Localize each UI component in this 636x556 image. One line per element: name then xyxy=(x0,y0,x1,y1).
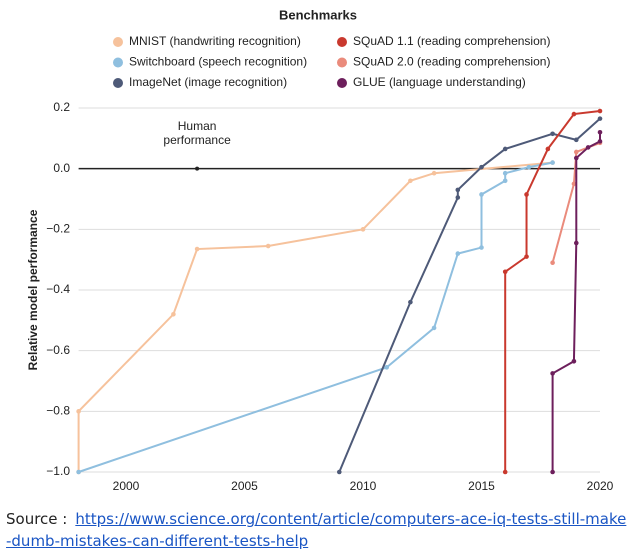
data-point xyxy=(597,139,603,144)
legend-label: SQuAD 2.0 (reading comprehension) xyxy=(353,55,550,69)
legend-label: MNIST (handwriting recognition) xyxy=(129,34,301,48)
y-tick-label: −0.6 xyxy=(46,343,70,357)
data-point xyxy=(502,269,508,275)
x-tick-label: 2020 xyxy=(587,479,614,493)
source: Source : https://www.science.org/content/… xyxy=(6,508,631,552)
x-tick-label: 2015 xyxy=(468,479,495,493)
annotation-dot xyxy=(195,166,200,171)
data-point xyxy=(194,246,200,252)
y-tick-label: −0.8 xyxy=(46,404,70,418)
legend-swatch xyxy=(113,57,123,68)
chart: Benchmarks Relative model performance MN… xyxy=(26,7,614,493)
data-point xyxy=(337,469,342,475)
legend-title: Benchmarks xyxy=(279,7,357,22)
data-point xyxy=(597,108,603,114)
annotation-text: Human xyxy=(178,119,217,133)
data-point xyxy=(574,137,579,143)
y-tick-label: −0.2 xyxy=(46,222,70,236)
legend-label: SQuAD 1.1 (reading comprehension) xyxy=(353,34,550,48)
data-point xyxy=(550,260,555,266)
data-point xyxy=(502,170,508,176)
data-point xyxy=(455,251,461,256)
series-line xyxy=(78,161,553,473)
series-line xyxy=(338,117,601,473)
x-tick-label: 2005 xyxy=(231,479,258,493)
data-point xyxy=(524,254,529,259)
data-point xyxy=(384,365,390,370)
legend-label: Switchboard (speech recognition) xyxy=(129,55,307,69)
legend-label: GLUE (language understanding) xyxy=(353,75,526,89)
annotation-text: performance xyxy=(163,133,231,147)
data-point xyxy=(571,181,577,187)
source-link[interactable]: https://www.science.org/content/article/… xyxy=(6,510,627,550)
y-tick-label: 0.2 xyxy=(53,100,70,114)
series-line xyxy=(551,132,601,472)
data-point xyxy=(479,164,484,170)
x-tick-label: 2000 xyxy=(113,479,140,493)
source-label: Source : xyxy=(6,510,68,528)
data-point xyxy=(550,160,555,165)
legend-swatch xyxy=(337,78,347,88)
data-point xyxy=(76,469,81,475)
y-tick-label: 0.0 xyxy=(53,161,70,175)
data-point xyxy=(360,227,366,232)
data-point xyxy=(408,299,413,305)
data-point xyxy=(431,325,437,331)
data-point xyxy=(431,170,437,176)
data-point xyxy=(597,129,603,135)
y-tick-label: −1.0 xyxy=(46,464,70,478)
data-point xyxy=(76,409,81,414)
data-point xyxy=(597,116,603,121)
legend-swatch xyxy=(113,37,123,47)
y-axis-label: Relative model performance xyxy=(26,209,40,370)
data-point xyxy=(455,195,461,200)
y-tick-label: −0.4 xyxy=(46,282,70,296)
legend-swatch xyxy=(337,57,347,68)
data-point xyxy=(479,245,484,250)
data-point xyxy=(574,155,579,161)
data-point xyxy=(502,146,508,152)
legend-label: ImageNet (image recognition) xyxy=(129,75,287,89)
data-point xyxy=(550,469,555,475)
data-point xyxy=(502,469,508,475)
data-point xyxy=(550,131,555,137)
legend-swatch xyxy=(113,78,123,88)
data-point xyxy=(479,192,484,197)
x-tick-label: 2010 xyxy=(350,479,377,493)
data-point xyxy=(455,187,461,193)
data-point xyxy=(571,358,577,364)
data-point xyxy=(545,146,551,152)
data-point xyxy=(571,111,577,117)
data-point xyxy=(502,178,508,184)
legend-swatch xyxy=(337,37,347,47)
data-point xyxy=(171,311,176,317)
data-point xyxy=(408,178,413,184)
data-point xyxy=(574,149,579,155)
data-point xyxy=(550,371,555,376)
data-point xyxy=(526,164,532,170)
data-point xyxy=(574,240,579,246)
data-point xyxy=(524,192,529,197)
data-point xyxy=(585,145,591,150)
data-point xyxy=(265,243,271,249)
